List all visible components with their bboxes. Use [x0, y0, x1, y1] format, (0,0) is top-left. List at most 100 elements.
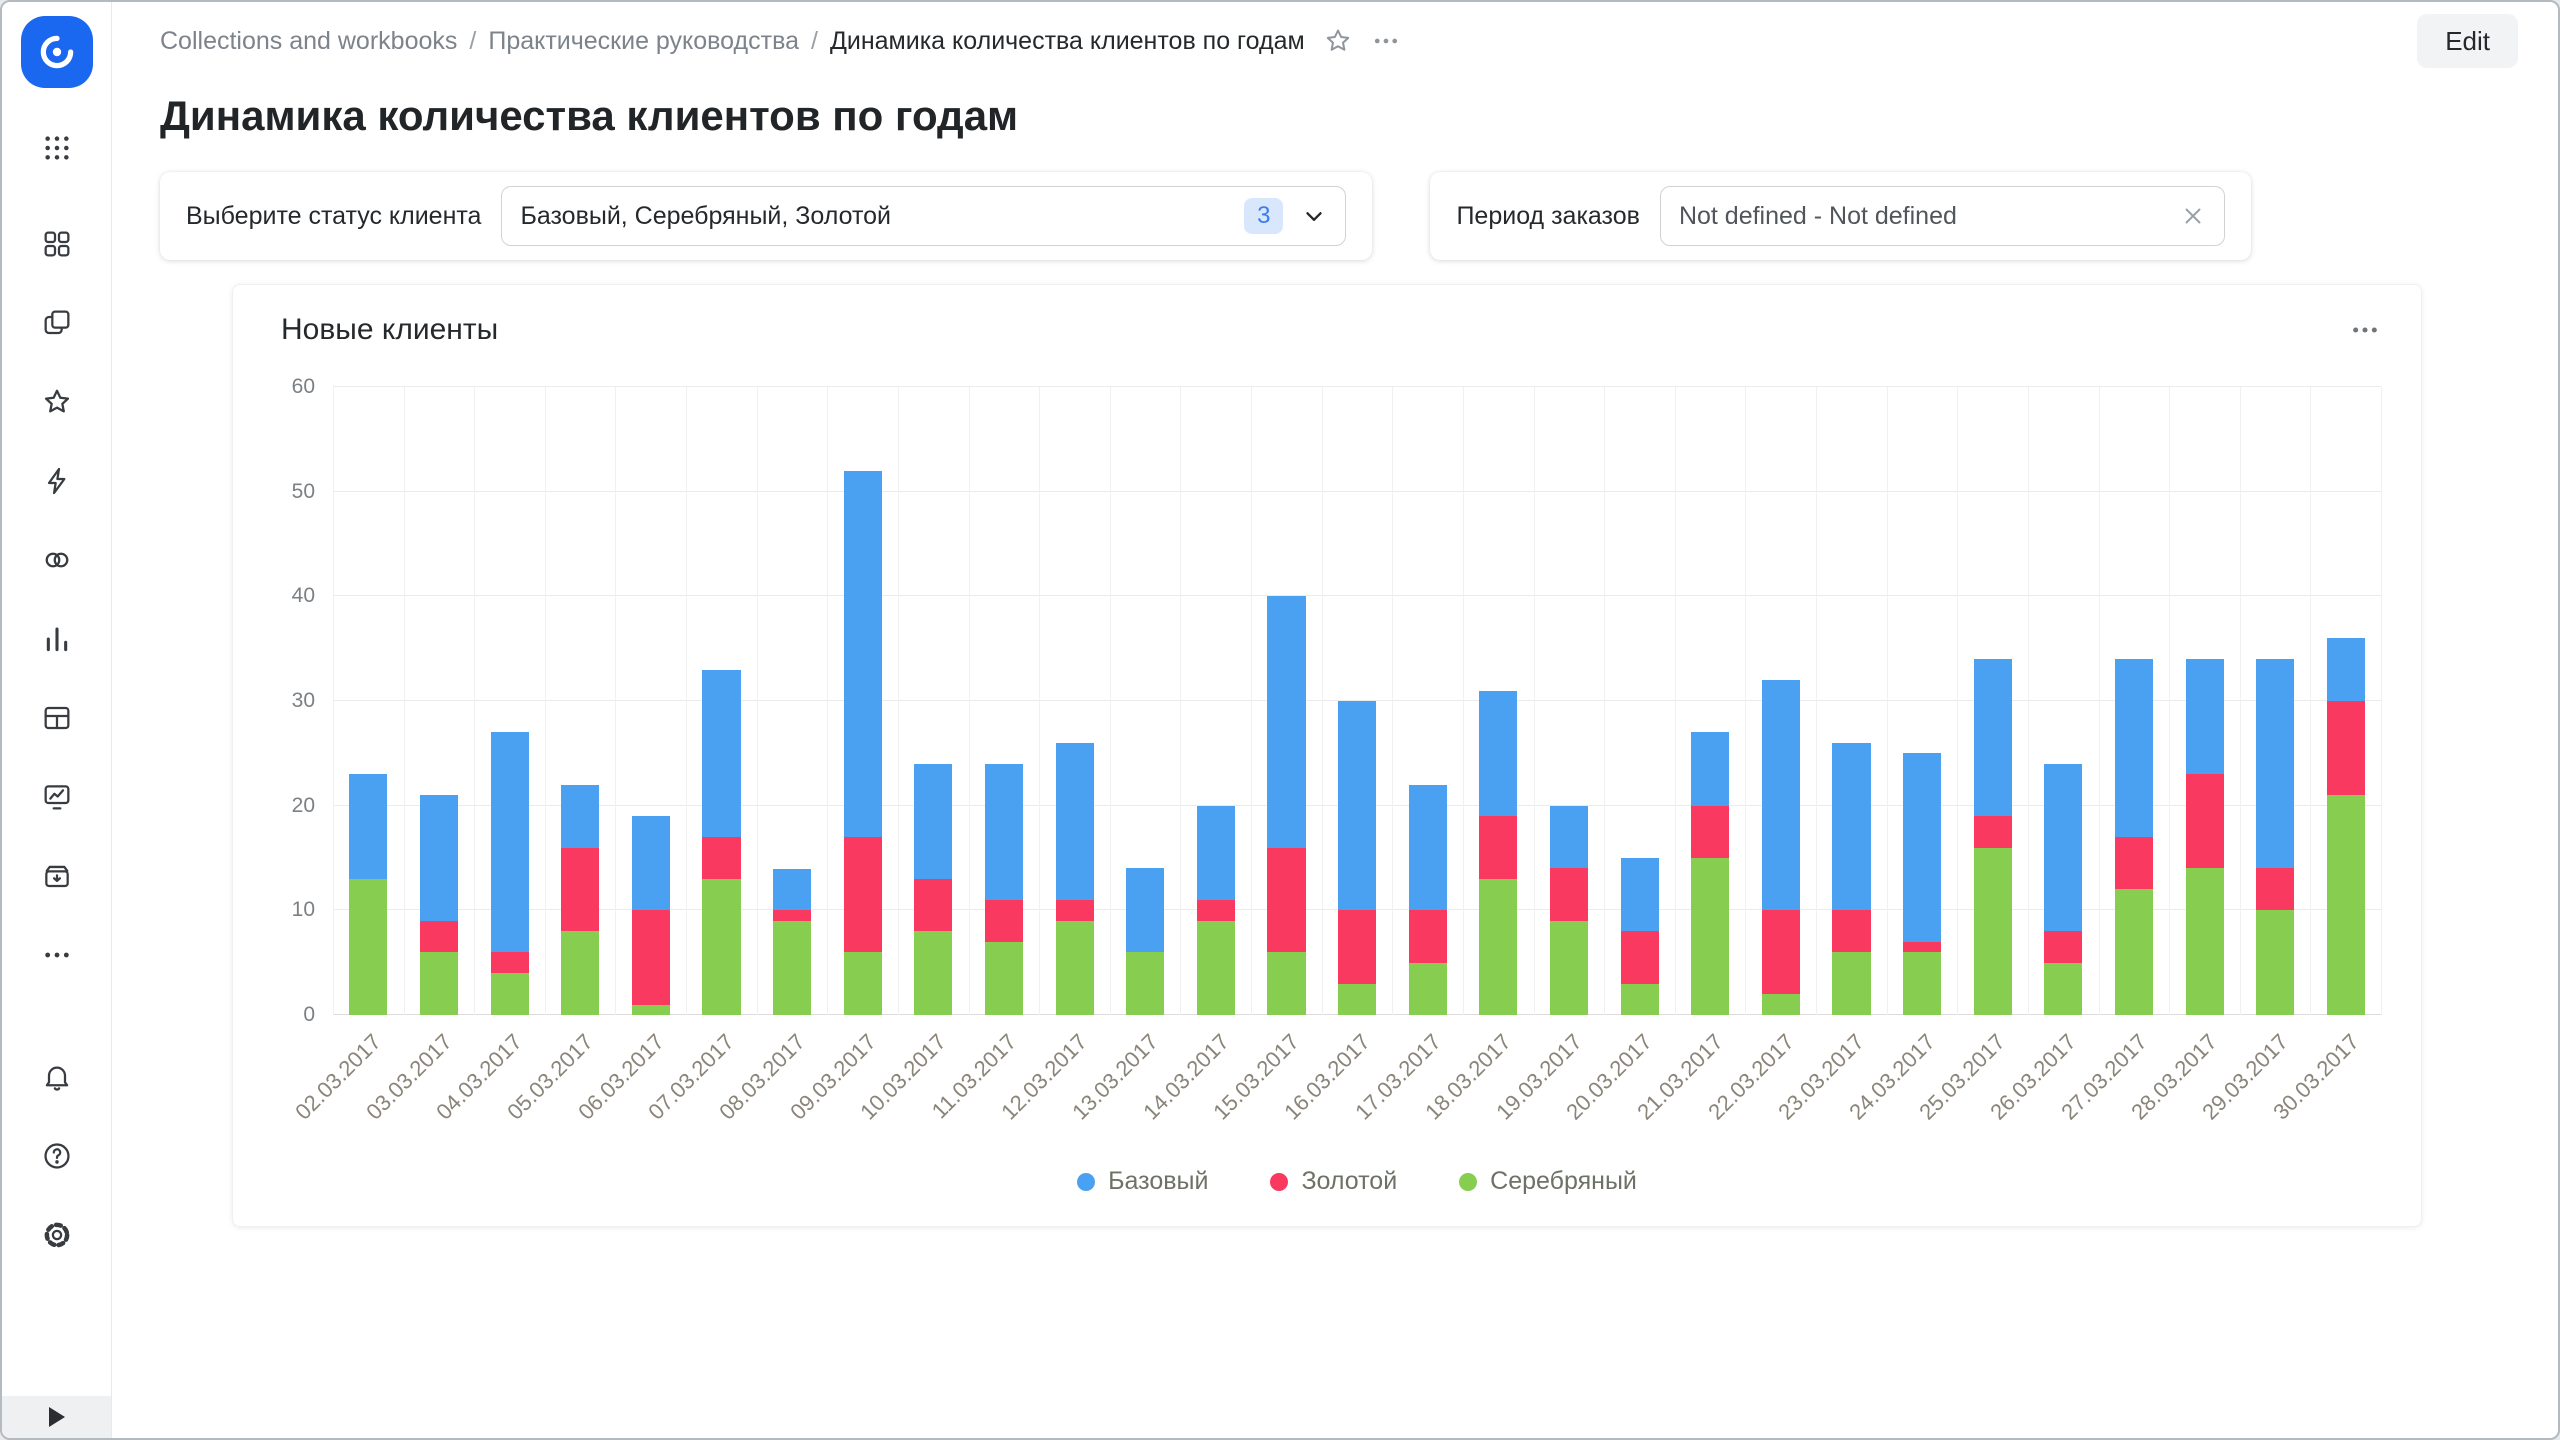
bar-15.03.2017[interactable] — [1251, 387, 1322, 1015]
edit-button[interactable]: Edit — [2417, 14, 2518, 68]
bar-29.03.2017[interactable] — [2240, 387, 2311, 1015]
bar-06.03.2017[interactable] — [616, 387, 687, 1015]
bar-24.03.2017[interactable] — [1887, 387, 1958, 1015]
bar-22.03.2017[interactable] — [1746, 387, 1817, 1015]
bar-segment-Золотой — [631, 910, 670, 1005]
sidebar-item-more[interactable] — [2, 929, 111, 981]
bar-segment-Базовый — [1761, 680, 1800, 911]
sidebar-item-charts[interactable] — [2, 613, 111, 665]
bar-segment-Золотой — [1549, 868, 1588, 921]
bar-07.03.2017[interactable] — [686, 387, 757, 1015]
legend-item-Серебряный[interactable]: Серебряный — [1459, 1167, 1637, 1196]
bar-03.03.2017[interactable] — [404, 387, 475, 1015]
bar-30.03.2017[interactable] — [2311, 387, 2382, 1015]
bar-segment-Серебряный — [2256, 910, 2295, 1015]
bar-09.03.2017[interactable] — [827, 387, 898, 1015]
bar-05.03.2017[interactable] — [545, 387, 616, 1015]
close-icon — [2185, 208, 2201, 224]
bar-08.03.2017[interactable] — [757, 387, 828, 1015]
bar-19.03.2017[interactable] — [1534, 387, 1605, 1015]
settings-button[interactable] — [2, 1209, 111, 1261]
favorite-star-button[interactable] — [1323, 26, 1353, 56]
breadcrumb-item[interactable]: Collections and workbooks — [160, 26, 458, 55]
ellipsis-icon — [44, 952, 69, 958]
apps-grid-icon[interactable] — [2, 122, 111, 174]
clear-button[interactable] — [2180, 203, 2206, 229]
bar-segment-Золотой — [561, 847, 600, 932]
breadcrumb-separator: / — [469, 26, 477, 55]
bar-segment-Серебряный — [702, 878, 741, 1015]
gridline — [1533, 387, 1535, 1015]
chart-menu-button[interactable] — [2349, 314, 2381, 346]
page-title: Динамика количества клиентов по годам — [160, 92, 1019, 139]
sidebar-collapse[interactable] — [2, 1396, 111, 1438]
legend-item-Базовый[interactable]: Базовый — [1077, 1167, 1208, 1196]
sidebar-item-datasets[interactable] — [2, 534, 111, 586]
bar-27.03.2017[interactable] — [2099, 387, 2170, 1015]
topbar: Collections and workbooks / Практические… — [112, 2, 2558, 80]
gridline — [2310, 387, 2312, 1015]
bar-segment-Базовый — [2185, 659, 2224, 775]
bar-segment-Базовый — [2326, 638, 2365, 702]
legend-item-Золотой[interactable]: Золотой — [1270, 1167, 1397, 1196]
page-more-button[interactable] — [1371, 26, 1401, 56]
star-icon — [44, 389, 69, 413]
bar-segment-Базовый — [984, 763, 1023, 900]
bar-12.03.2017[interactable] — [1039, 387, 1110, 1015]
bar-18.03.2017[interactable] — [1463, 387, 1534, 1015]
chart-header: Новые клиенты — [263, 313, 2381, 347]
gridline — [333, 595, 2381, 597]
help-button[interactable] — [2, 1130, 111, 1182]
bar-28.03.2017[interactable] — [2169, 387, 2240, 1015]
status-select[interactable]: Базовый, Серебряный, Золотой 3 — [501, 186, 1347, 246]
bar-13.03.2017[interactable] — [1110, 387, 1181, 1015]
bar-segment-Серебряный — [914, 931, 953, 1015]
sidebar-item-collections[interactable] — [2, 218, 111, 270]
sidebar-item-favorites[interactable] — [2, 376, 111, 428]
gridline — [1109, 387, 1111, 1015]
sidebar-item-storage[interactable] — [2, 850, 111, 902]
ellipsis-icon — [1374, 38, 1397, 44]
bar-04.03.2017[interactable] — [474, 387, 545, 1015]
bar-segment-Золотой — [1620, 931, 1659, 984]
gridline — [333, 700, 2381, 701]
bar-21.03.2017[interactable] — [1675, 387, 1746, 1015]
breadcrumb-item[interactable]: Практические руководства — [488, 26, 799, 55]
bar-segment-Серебряный — [1055, 920, 1094, 1015]
bar-segment-Золотой — [1338, 910, 1377, 984]
bar-14.03.2017[interactable] — [1181, 387, 1252, 1015]
bar-10.03.2017[interactable] — [898, 387, 969, 1015]
grid-dots-icon — [44, 136, 69, 160]
bar-segment-Базовый — [1338, 701, 1377, 911]
bar-segment-Базовый — [1126, 868, 1165, 953]
dashboards-icon — [44, 706, 69, 730]
bar-segment-Серебряный — [2044, 962, 2083, 1015]
sidebar-item-editor[interactable] — [2, 771, 111, 823]
bar-segment-Серебряный — [631, 1004, 670, 1015]
gridline — [1604, 387, 1606, 1015]
bar-segment-Серебряный — [843, 952, 882, 1015]
bar-segment-Золотой — [2326, 701, 2365, 796]
bar-segment-Серебряный — [1338, 983, 1377, 1015]
bar-20.03.2017[interactable] — [1604, 387, 1675, 1015]
sidebar-item-connections[interactable] — [2, 455, 111, 507]
bar-segment-Базовый — [914, 763, 953, 879]
x-axis-labels: 02.03.2017 03.03.2017 04.03.2017 05.03.2017… — [290, 1015, 2381, 1165]
bar-segment-Золотой — [1903, 941, 1942, 953]
bar-17.03.2017[interactable] — [1392, 387, 1463, 1015]
bar-23.03.2017[interactable] — [1816, 387, 1887, 1015]
bar-segment-Серебряный — [1903, 952, 1942, 1015]
bar-25.03.2017[interactable] — [1957, 387, 2028, 1015]
bar-11.03.2017[interactable] — [969, 387, 1040, 1015]
bar-26.03.2017[interactable] — [2028, 387, 2099, 1015]
bar-segment-Серебряный — [1126, 952, 1165, 1015]
bar-16.03.2017[interactable] — [1322, 387, 1393, 1015]
star-icon — [1326, 29, 1349, 51]
breadcrumb-item-current[interactable]: Динамика количества клиентов по годам — [829, 26, 1305, 55]
notifications-button[interactable] — [2, 1051, 111, 1103]
datalens-logo[interactable] — [20, 16, 93, 88]
period-input[interactable]: Not defined - Not defined — [1659, 186, 2225, 246]
sidebar-item-workbooks[interactable] — [2, 297, 111, 349]
sidebar-item-dashboards[interactable] — [2, 692, 111, 744]
bar-02.03.2017[interactable] — [333, 387, 404, 1015]
